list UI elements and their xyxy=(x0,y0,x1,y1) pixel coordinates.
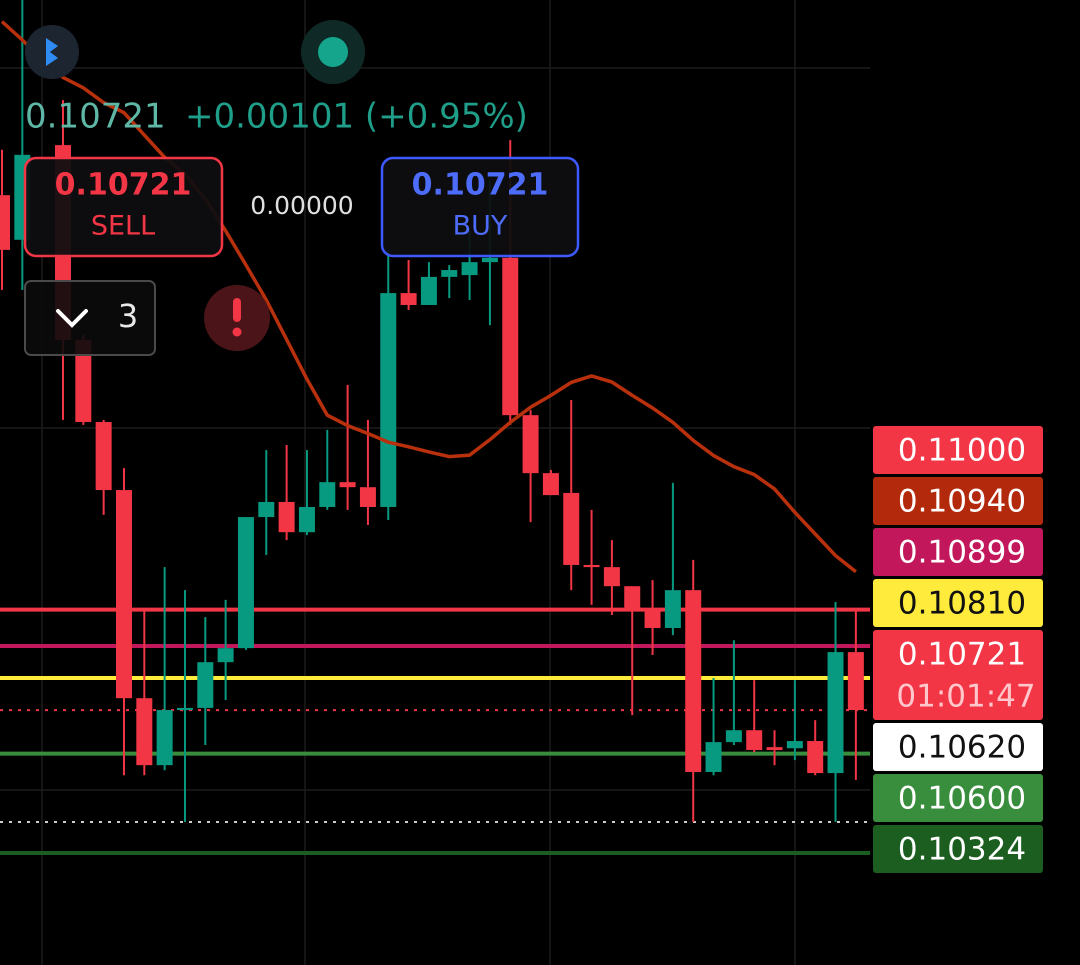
candle-body xyxy=(563,492,580,565)
app-logo[interactable] xyxy=(25,25,79,79)
warning-icon-dot xyxy=(232,327,242,337)
candle-body xyxy=(197,662,214,708)
candle-body xyxy=(0,195,10,250)
price-label-box xyxy=(873,477,1043,525)
price-label: 0.10899 xyxy=(898,535,1026,571)
candle-body xyxy=(664,590,681,628)
price-label-box xyxy=(873,825,1043,873)
candle-body xyxy=(339,482,356,488)
candle-body xyxy=(319,482,336,507)
grid xyxy=(0,0,870,965)
candle-body xyxy=(237,517,254,649)
candle-body xyxy=(136,698,153,766)
candle-body xyxy=(786,741,803,749)
candle-body xyxy=(725,730,742,743)
buy-price: 0.10721 xyxy=(412,168,549,203)
candle-body xyxy=(705,742,722,772)
candle-body xyxy=(115,490,132,699)
candle-body xyxy=(746,730,763,751)
candle-body xyxy=(75,339,92,423)
candle-body xyxy=(583,564,600,568)
overlay: 0.10721 +0.00101 (+0.95%) 0.10721 SELL 0… xyxy=(23,20,580,356)
candle-body xyxy=(603,567,620,587)
price-label-box xyxy=(873,723,1043,771)
candle-body xyxy=(217,648,234,663)
price-label-box xyxy=(873,426,1043,474)
candle-body xyxy=(807,741,824,774)
candle-body xyxy=(258,501,275,518)
candle-body xyxy=(522,415,539,474)
buy-button[interactable] xyxy=(380,156,580,258)
quantity-dropdown[interactable] xyxy=(24,280,156,356)
candle-body xyxy=(95,422,112,491)
countdown: 01:01:47 xyxy=(896,679,1035,715)
header-change: +0.00101 (+0.95%) xyxy=(185,97,528,137)
candle-body xyxy=(847,652,864,711)
quantity-value: 3 xyxy=(118,297,138,335)
buy-label: BUY xyxy=(453,211,508,242)
warning-icon xyxy=(233,298,241,322)
header-price: 0.10721 xyxy=(25,97,166,137)
price-label-box xyxy=(873,579,1043,627)
price-labels: 0.11000 0.10940 0.10899 0.10810 0.10721 01:01… xyxy=(873,426,1043,873)
chevron-icon xyxy=(56,309,88,328)
candle-body xyxy=(461,262,478,276)
candle-body xyxy=(827,652,844,774)
logo-icon xyxy=(46,38,58,66)
candle-body xyxy=(420,276,437,305)
price-label: 0.10940 xyxy=(898,484,1026,520)
price-label-box xyxy=(873,774,1043,822)
price-label: 0.10600 xyxy=(898,781,1026,817)
sell-label: SELL xyxy=(91,211,155,242)
candle-body xyxy=(624,586,641,609)
candle-body xyxy=(766,747,783,751)
price-label: 0.10324 xyxy=(898,832,1026,868)
price-label: 0.11000 xyxy=(898,433,1026,469)
candle-body xyxy=(441,270,458,277)
price-label: 0.10721 xyxy=(898,637,1026,673)
candle-body xyxy=(380,293,397,507)
candle-body xyxy=(644,608,661,628)
candle-body xyxy=(298,506,315,533)
price-label: 0.10810 xyxy=(898,586,1026,622)
price-label-box xyxy=(873,630,1043,720)
candle-body xyxy=(481,257,498,263)
status-dot xyxy=(318,37,348,67)
spread: 0.00000 xyxy=(250,191,353,220)
candle-body xyxy=(176,707,193,711)
price-label-box xyxy=(873,528,1043,576)
candle-body xyxy=(502,257,519,416)
candle-body xyxy=(278,501,295,533)
candles xyxy=(0,0,864,823)
moving-average xyxy=(0,20,857,574)
sell-button[interactable] xyxy=(23,156,224,258)
price-label: 0.10620 xyxy=(898,730,1026,766)
candle-body xyxy=(359,487,376,507)
moving-average-line xyxy=(0,20,857,574)
candle-body xyxy=(685,590,702,772)
candle-body xyxy=(156,710,173,766)
candle-body xyxy=(542,473,559,496)
sell-price: 0.10721 xyxy=(55,168,192,203)
candle-body xyxy=(400,293,417,305)
